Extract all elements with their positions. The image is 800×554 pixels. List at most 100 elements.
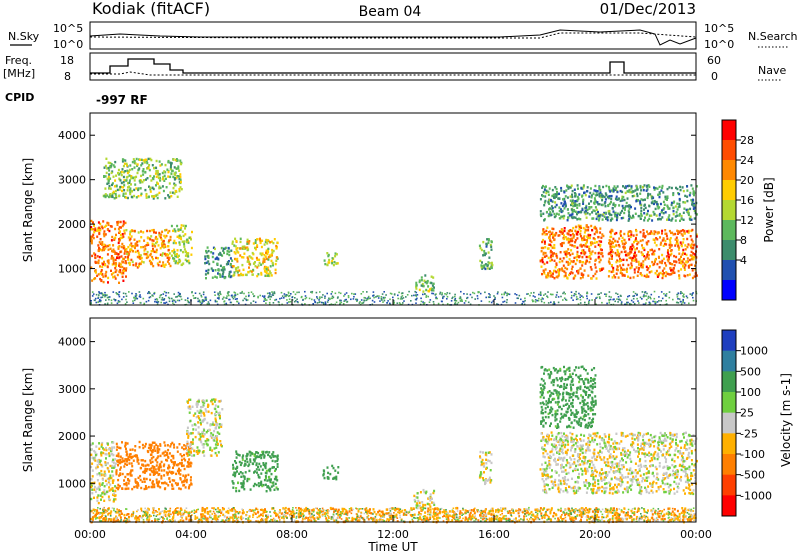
power-cell: [109, 247, 112, 250]
power-cell: [607, 204, 610, 208]
power-noise-cell: [608, 295, 611, 298]
vel-cell: [214, 419, 217, 422]
vel-cell: [686, 476, 689, 479]
power-noise-cell: [448, 292, 451, 295]
power-cell: [186, 252, 189, 255]
power-cell: [552, 193, 555, 196]
power-noise-cell: [243, 297, 246, 300]
power-cell: [629, 235, 632, 238]
power-noise-cell: [312, 303, 314, 305]
power-cell: [571, 195, 574, 199]
power-cell: [168, 256, 171, 260]
vel-cell: [149, 473, 152, 476]
power-cell: [420, 276, 423, 279]
power-cell: [564, 253, 567, 256]
power-noise-cell: [428, 301, 431, 303]
power-cell: [175, 255, 178, 258]
power-cell: [257, 273, 260, 276]
power-cell: [687, 210, 690, 213]
power-cell: [93, 277, 95, 281]
power-noise-cell: [162, 299, 164, 301]
power-noise-cell: [534, 301, 537, 303]
power-cell: [158, 185, 161, 188]
power-noise-cell: [532, 295, 535, 297]
power-noise-cell: [322, 294, 324, 296]
power-cell: [576, 270, 579, 273]
power-cell: [603, 195, 606, 199]
power-cell: [161, 230, 164, 233]
vel-cell: [173, 464, 176, 467]
power-cell: [544, 233, 547, 236]
power-cell: [691, 203, 693, 206]
vel-cell: [144, 485, 147, 488]
vel-cell: [200, 406, 202, 409]
power-cell: [480, 248, 483, 252]
power-cell: [577, 197, 580, 200]
power-cell: [659, 202, 662, 206]
power-cell: [175, 241, 177, 245]
power-noise-cell: [218, 296, 220, 299]
power-cell: [105, 245, 108, 248]
power-cell: [269, 272, 272, 275]
power-cell: [167, 175, 170, 178]
power-cell: [592, 192, 595, 195]
power-noise-cell: [591, 299, 593, 301]
power-noise-cell: [205, 298, 208, 300]
power-cell: [607, 275, 610, 278]
power-noise-cell: [619, 299, 622, 302]
vel-cell: [168, 452, 171, 455]
power-cell: [675, 242, 678, 245]
power-noise-cell: [455, 300, 458, 302]
vel-cell: [139, 474, 142, 478]
vel-cell: [149, 453, 152, 456]
vel-cell: [187, 401, 189, 404]
power-cell: [275, 244, 278, 248]
power-cell: [163, 243, 166, 246]
vel-cell: [137, 458, 140, 462]
power-cell: [178, 236, 181, 240]
vel-cell: [171, 441, 174, 445]
power-cell: [599, 258, 602, 262]
power-cell: [611, 245, 614, 248]
power-cell: [490, 248, 493, 251]
power-cell: [490, 245, 493, 248]
power-cell: [637, 268, 640, 271]
power-noise-cell: [330, 297, 333, 300]
power-cell: [162, 264, 165, 267]
power-cell: [630, 205, 632, 209]
power-cell: [248, 262, 251, 266]
power-noise-cell: [272, 292, 274, 295]
power-cell: [210, 267, 213, 270]
power-noise-cell: [376, 295, 379, 297]
power-cell: [119, 236, 122, 240]
power-cell: [251, 251, 254, 255]
power-cell: [124, 268, 127, 272]
power-noise-cell: [296, 291, 298, 294]
power-cell: [571, 193, 573, 196]
vel-cell: [252, 462, 255, 466]
power-cell: [607, 210, 610, 213]
power-cell: [673, 264, 676, 267]
power-cell: [630, 251, 633, 254]
power-cell: [547, 201, 550, 204]
power-cell: [630, 216, 633, 220]
vel-cell: [646, 467, 648, 470]
vel-cell: [184, 486, 187, 489]
power-noise-cell: [216, 303, 219, 306]
vel-cell: [673, 460, 676, 463]
power-cell: [578, 225, 581, 228]
power-cell: [687, 266, 690, 269]
power-cell: [178, 260, 181, 263]
power-cell: [576, 250, 579, 254]
vel-cell: [94, 456, 97, 459]
vel-cell: [489, 478, 492, 481]
power-noise-cell: [473, 292, 476, 295]
power-noise-cell: [446, 303, 449, 305]
vel-cell: [156, 447, 159, 450]
vel-cell: [102, 478, 104, 481]
vel-cell: [586, 487, 589, 490]
power-cell: [639, 272, 642, 276]
vel-cell: [334, 469, 337, 472]
vel-cell: [489, 481, 492, 484]
freq-right-tick-top: 60: [707, 54, 721, 67]
